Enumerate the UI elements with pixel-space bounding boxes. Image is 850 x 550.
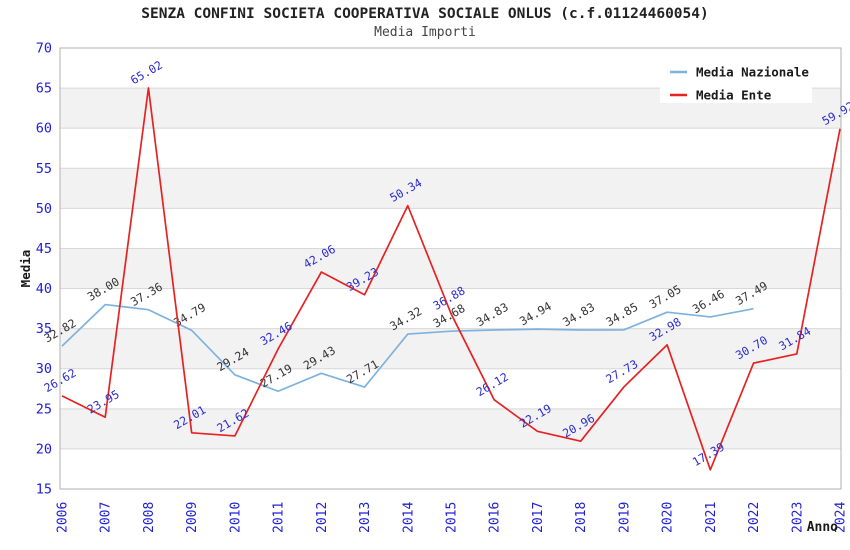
chart-subtitle: Media Importi (374, 25, 476, 40)
x-tick-label: 2017 (531, 502, 546, 533)
x-tick-label: 2020 (661, 502, 676, 533)
x-tick-label: 2016 (488, 502, 503, 533)
x-tick-label: 2012 (315, 502, 330, 533)
grid-band (60, 168, 841, 209)
y-tick-label: 35 (36, 321, 52, 337)
y-tick-label: 45 (36, 241, 52, 257)
grid-band (60, 248, 841, 289)
x-tick-label: 2022 (747, 502, 762, 533)
point-label-media-nazionale: 34.83 (474, 300, 511, 329)
y-tick-label: 20 (36, 441, 52, 457)
x-tick-label: 2015 (445, 502, 460, 533)
point-label-media-nazionale: 34.94 (517, 299, 554, 328)
x-tick-label: 2023 (790, 502, 805, 533)
y-tick-label: 55 (36, 161, 52, 177)
x-tick-label: 2008 (142, 502, 157, 533)
x-tick-label: 2006 (56, 502, 71, 533)
x-axis-title: Anno (807, 520, 838, 535)
y-tick-label: 50 (36, 201, 52, 217)
y-axis-title: Media (18, 250, 33, 288)
x-tick-label: 2019 (617, 502, 632, 533)
x-tick-label: 2013 (358, 502, 373, 533)
point-label-media-nazionale: 34.83 (560, 300, 597, 329)
x-tick-label: 2018 (574, 502, 589, 533)
x-tick-label: 2011 (272, 502, 287, 533)
x-tick-label: 2007 (99, 502, 114, 533)
x-tick-label: 2010 (228, 502, 243, 533)
y-tick-label: 60 (36, 121, 52, 137)
y-tick-label: 65 (36, 81, 52, 97)
x-tick-label: 2024 (834, 502, 849, 533)
x-tick-label: 2009 (185, 502, 200, 533)
chart-title: SENZA CONFINI SOCIETA COOPERATIVA SOCIAL… (141, 6, 709, 22)
legend-label-media-nazionale: Media Nazionale (696, 65, 809, 80)
point-label-media-ente: 65.02 (128, 58, 165, 87)
point-label-media-nazionale: 36.46 (690, 287, 727, 316)
plot-border (59, 47, 842, 490)
x-tick-label: 2021 (704, 502, 719, 533)
legend-label-media-ente: Media Ente (696, 88, 772, 103)
x-tick-label: 2014 (401, 502, 416, 533)
grid-band (60, 328, 841, 369)
y-tick-label: 25 (36, 401, 52, 417)
y-tick-label: 15 (36, 482, 52, 498)
y-tick-label: 40 (36, 281, 52, 297)
series-line-media-ente (61, 87, 841, 471)
y-tick-label: 70 (36, 41, 52, 57)
y-tick-label: 30 (36, 361, 52, 377)
